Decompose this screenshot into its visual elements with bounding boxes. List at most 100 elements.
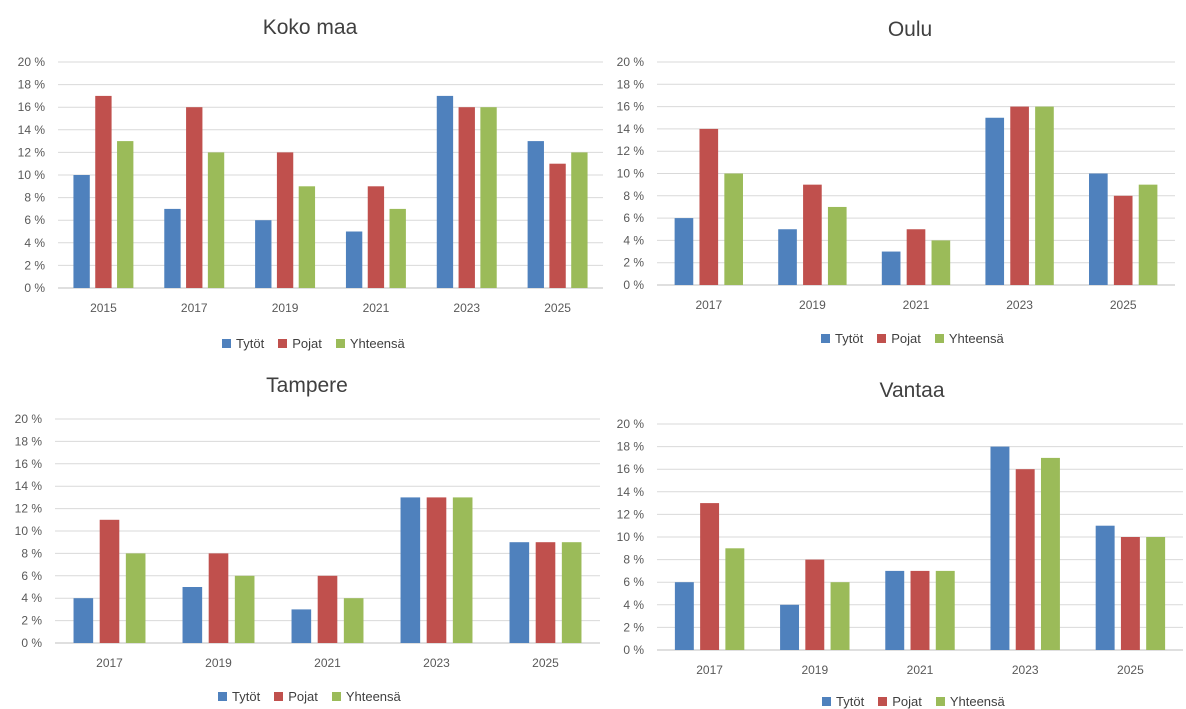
bar-tytöt-2021 [345, 231, 363, 288]
y-tick-label: 0 % [24, 281, 45, 295]
legend: Tytöt Pojat Yhteensä [222, 336, 405, 351]
bar-pojat-2017 [186, 107, 203, 288]
bar-pojat-2019 [208, 553, 229, 643]
y-tick-label: 4 % [24, 236, 45, 250]
bar-tytöt-2019 [780, 604, 800, 650]
bar-pojat-2019 [276, 152, 294, 288]
chart-title: Oulu [887, 18, 933, 41]
bar-pojat-2021 [906, 229, 926, 285]
y-tick-label: 10 % [617, 167, 645, 181]
bar-yhteensä-2017 [725, 548, 745, 650]
legend-swatch [935, 697, 945, 706]
legend-swatch [822, 697, 831, 706]
legend-label: Pojat [892, 694, 922, 709]
bar-tytöt-2025 [1089, 173, 1108, 285]
legend-swatch [878, 697, 888, 706]
bar-tytöt-2025 [509, 542, 530, 643]
y-tick-label: 20 % [18, 55, 46, 69]
bar-pojat-2023 [1010, 106, 1029, 285]
legend-item: Yhteensä [935, 694, 1005, 709]
bar-yhteensä-2021 [935, 570, 955, 650]
y-tick-label: 6 % [623, 211, 644, 225]
y-tick-label: 14 % [617, 485, 645, 499]
bar-tytöt-2023 [990, 446, 1010, 650]
bar-pojat-2021 [317, 575, 338, 643]
bar-chart: 0 % 2 % 4 % 6 % 8 % 10 % 12 % 14 % 16 % 18 % 20 % 2… [617, 417, 1183, 677]
legend-label: Yhteensä [349, 336, 405, 351]
legend-label: Tytöt [232, 689, 261, 704]
legend-label: Tytöt [836, 694, 865, 709]
chart-panel-tampere: Tampere 0 % 2 % 4 % 6 % 8 % 10 % 12 % 14 % 16 % 1… [0, 360, 600, 708]
legend: Tytöt Pojat Yhteensä [218, 689, 401, 704]
x-tick-label: 2017 [696, 663, 723, 677]
y-tick-label: 10 % [18, 168, 46, 182]
bar-yhteensä-2025 [1138, 184, 1158, 285]
bar-yhteensä-2023 [1040, 457, 1060, 650]
y-tick-label: 20 % [617, 55, 645, 69]
y-tick-label: 4 % [21, 591, 42, 605]
bar-tytöt-2025 [527, 141, 544, 288]
legend-swatch [877, 334, 887, 343]
y-tick-label: 12 % [15, 502, 43, 516]
bar-chart: 0 % 2 % 4 % 6 % 8 % 10 % 12 % 14 % 16 % 18 % 20 % 2… [15, 412, 600, 670]
y-tick-label: 14 % [18, 123, 46, 137]
chart-panel-oulu: Oulu 0 % 2 % 4 % 6 % 8 % 10 % 12 % 14 % 16 % 18 %… [600, 0, 1186, 360]
chart-panel-koko-maa: Koko maa 0 % 2 % 4 % 6 % 8 % 10 % 12 % 14 % 16 %… [0, 0, 603, 360]
y-tick-label: 0 % [623, 278, 644, 292]
y-tick-label: 8 % [24, 191, 45, 205]
y-tick-label: 0 % [21, 636, 42, 650]
y-tick-label: 4 % [623, 598, 644, 612]
legend-item: Yhteensä [335, 336, 405, 351]
legend-item: Tytöt [821, 331, 863, 346]
y-tick-label: 20 % [15, 412, 43, 426]
y-tick-label: 12 % [18, 145, 46, 159]
bar-tytöt-2017 [73, 598, 94, 643]
bar-tytöt-2017 [164, 208, 181, 288]
legend-label: Yhteensä [345, 689, 401, 704]
bar-pojat-2015 [95, 95, 112, 289]
bar-chart: 0 % 2 % 4 % 6 % 8 % 10 % 12 % 14 % 16 % 18 % 20 % 2… [617, 55, 1175, 312]
y-tick-label: 18 % [617, 77, 645, 91]
bar-pojat-2025 [1113, 195, 1133, 285]
bar-pojat-2023 [1015, 469, 1035, 650]
legend-swatch [934, 334, 944, 343]
y-tick-label: 16 % [18, 100, 46, 114]
x-tick-label: 2023 [453, 301, 480, 315]
bar-yhteensä-2025 [571, 152, 588, 288]
bar-tytöt-2019 [182, 587, 203, 643]
legend-swatch [222, 339, 231, 348]
y-tick-label: 8 % [623, 553, 644, 567]
legend: Tytöt Pojat Yhteensä [822, 694, 1005, 709]
bar-tytöt-2015 [73, 175, 90, 288]
legend-item: Yhteensä [331, 689, 401, 704]
bar-pojat-2021 [910, 570, 930, 650]
legend-label: Yhteensä [948, 331, 1004, 346]
bar-tytöt-2021 [885, 570, 905, 650]
bar-yhteensä-2023 [480, 107, 497, 288]
x-tick-label: 2025 [1110, 298, 1137, 312]
x-tick-label: 2023 [1012, 663, 1039, 677]
legend-label: Pojat [292, 336, 322, 351]
bar-pojat-2023 [426, 497, 447, 643]
chart-title: Vantaa [879, 379, 945, 402]
x-tick-label: 2019 [205, 656, 232, 670]
y-tick-label: 18 % [18, 78, 46, 92]
bar-yhteensä-2023 [1035, 106, 1054, 285]
legend-item: Pojat [878, 694, 922, 709]
x-tick-label: 2023 [1006, 298, 1033, 312]
y-tick-label: 6 % [21, 569, 42, 583]
y-tick-label: 2 % [623, 256, 644, 270]
bar-pojat-2025 [549, 163, 566, 288]
legend-label: Pojat [891, 331, 921, 346]
bar-pojat-2017 [699, 128, 719, 285]
chart-panel-vantaa: Vantaa 0 % 2 % 4 % 6 % 8 % 10 % 12 % 14 % 16 % 18… [600, 360, 1186, 709]
legend-item: Pojat [278, 336, 322, 351]
legend-item: Pojat [274, 689, 318, 704]
bar-tytöt-2025 [1095, 525, 1115, 650]
y-tick-label: 2 % [623, 620, 644, 634]
x-tick-label: 2025 [544, 301, 571, 315]
bar-yhteensä-2021 [931, 240, 951, 285]
bar-tytöt-2021 [881, 251, 901, 285]
bar-yhteensä-2025 [561, 542, 582, 643]
x-tick-label: 2023 [423, 656, 450, 670]
